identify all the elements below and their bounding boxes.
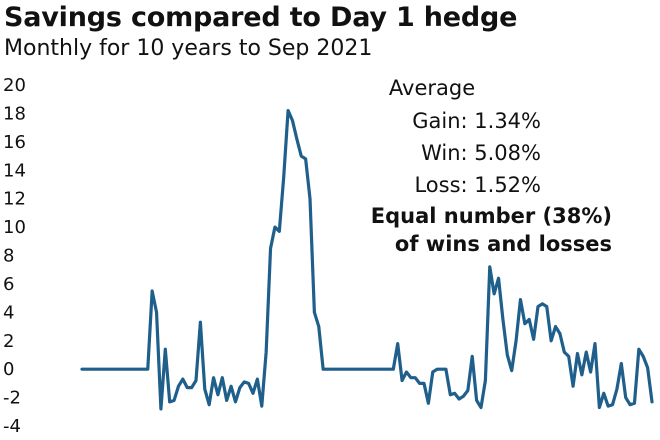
annotation-note-line-2: of wins and losses [395, 232, 612, 256]
y-tick-label: 12 [3, 189, 26, 210]
y-tick-label: 18 [3, 103, 26, 124]
y-tick-label: 16 [3, 132, 26, 153]
y-tick-label: 4 [3, 302, 14, 323]
y-tick-label: -4 [3, 416, 21, 437]
y-tick-label: 0 [3, 359, 14, 380]
y-tick-label: -2 [3, 388, 21, 409]
y-tick-label: 14 [3, 160, 26, 181]
annotation-win: Win: 5.08% [421, 141, 541, 165]
y-tick-label: 2 [3, 331, 14, 352]
y-tick-label: 6 [3, 274, 14, 295]
y-tick-label: 10 [3, 217, 26, 238]
y-tick-label: 8 [3, 246, 14, 267]
annotation-gain: Gain: 1.34% [412, 109, 541, 133]
chart-subtitle: Monthly for 10 years to Sep 2021 [4, 36, 373, 61]
annotation-box: Average Gain: 1.34% Win: 5.08% Loss: 1.5… [371, 76, 612, 256]
annotation-heading: Average [389, 76, 475, 100]
annotation-note-line-1: Equal number (38%) [371, 204, 612, 228]
series-line-savings [80, 108, 654, 411]
y-tick-label: 20 [3, 75, 26, 96]
chart-title: Savings compared to Day 1 hedge [4, 2, 518, 33]
annotation-loss: Loss: 1.52% [414, 173, 541, 197]
